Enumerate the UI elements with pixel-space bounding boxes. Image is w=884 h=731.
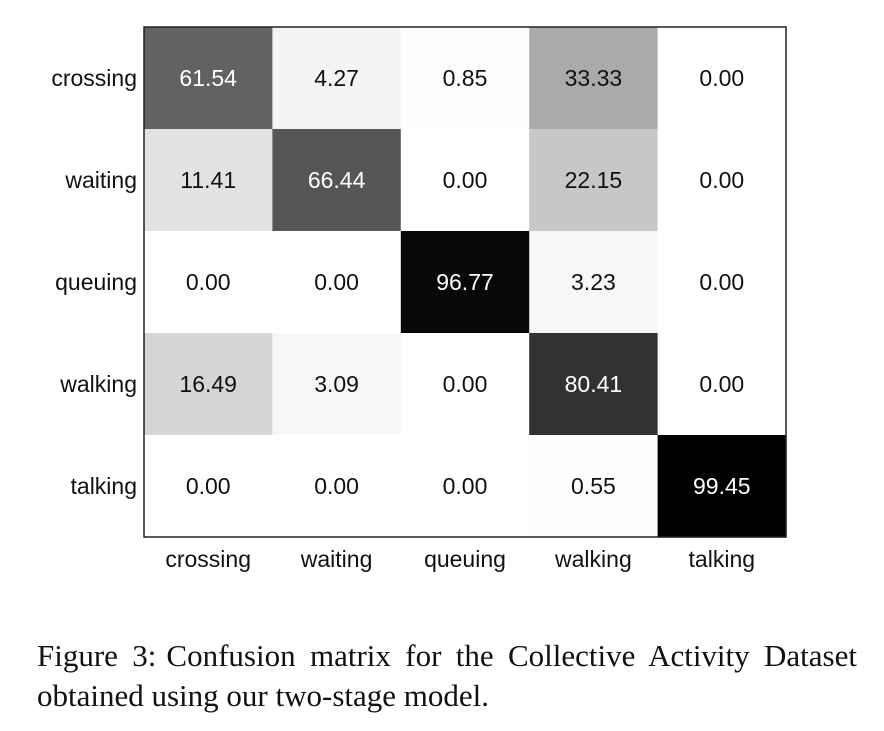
matrix-cell [529, 435, 659, 538]
cell-value: 0.00 [699, 371, 744, 397]
matrix-cell [144, 333, 273, 436]
row-label: waiting [64, 167, 137, 193]
row-label: queuing [55, 269, 137, 295]
matrix-cell [400, 231, 530, 334]
matrix-cell [272, 333, 402, 436]
cell-value: 80.41 [565, 371, 623, 397]
cell-value: 0.00 [443, 473, 488, 499]
matrix-cell [657, 27, 787, 130]
matrix-cell [272, 129, 402, 232]
cell-value: 3.09 [314, 371, 359, 397]
cell-value: 0.00 [443, 371, 488, 397]
matrix-cell [272, 27, 402, 130]
matrix-cell [400, 333, 530, 436]
row-label: talking [71, 473, 137, 499]
row-label: walking [59, 371, 137, 397]
cell-value: 0.00 [314, 473, 359, 499]
cell-value: 0.00 [699, 65, 744, 91]
caption-text: Confusion matrix for the Collective Acti… [37, 638, 857, 713]
cell-value: 16.49 [179, 371, 237, 397]
matrix-cell [144, 231, 273, 334]
column-label: talking [689, 546, 755, 572]
row-label: crossing [51, 65, 137, 91]
cell-value: 3.23 [571, 269, 616, 295]
cell-value: 0.00 [186, 473, 231, 499]
confusion-matrix-chart: 61.54 4.27 0.85 33.33 0.00 11.41 66.44 0.00 22.1… [51, 26, 787, 572]
matrix-cell [400, 129, 530, 232]
matrix-cell [144, 27, 273, 130]
cell-value: 0.00 [699, 167, 744, 193]
matrix-cell [529, 231, 659, 334]
cell-value: 61.54 [179, 65, 237, 91]
cell-value: 0.00 [186, 269, 231, 295]
figure-caption: Figure 3: Confusion matrix for the Collec… [37, 636, 857, 716]
cell-value: 0.00 [699, 269, 744, 295]
matrix-cell [657, 231, 787, 334]
matrix-cell [272, 231, 402, 334]
column-label: walking [554, 546, 632, 572]
cell-value: 66.44 [308, 167, 366, 193]
matrix-cell [400, 27, 530, 130]
cell-value: 22.15 [565, 167, 623, 193]
column-label: waiting [300, 546, 373, 572]
matrix-cell [144, 435, 273, 538]
matrix-cell [400, 435, 530, 538]
cell-value: 11.41 [180, 167, 236, 193]
cell-value: 0.55 [571, 473, 616, 499]
caption-label: Figure 3: [37, 638, 157, 673]
matrix-cell [657, 129, 787, 232]
cell-value: 4.27 [314, 65, 359, 91]
matrix-border [143, 26, 787, 538]
cell-value: 0.00 [443, 167, 488, 193]
cell-value: 99.45 [693, 473, 751, 499]
matrix-cell [144, 129, 273, 232]
matrix-cell [657, 333, 787, 436]
matrix-cell [272, 435, 402, 538]
column-label: crossing [165, 546, 251, 572]
matrix-cell [529, 27, 659, 130]
matrix-cell [529, 333, 659, 436]
column-label: queuing [424, 546, 506, 572]
cell-value: 33.33 [565, 65, 623, 91]
cell-value: 0.00 [314, 269, 359, 295]
matrix-cell [529, 129, 659, 232]
cell-value: 0.85 [443, 65, 488, 91]
matrix-cell [657, 435, 787, 538]
cell-value: 96.77 [436, 269, 494, 295]
